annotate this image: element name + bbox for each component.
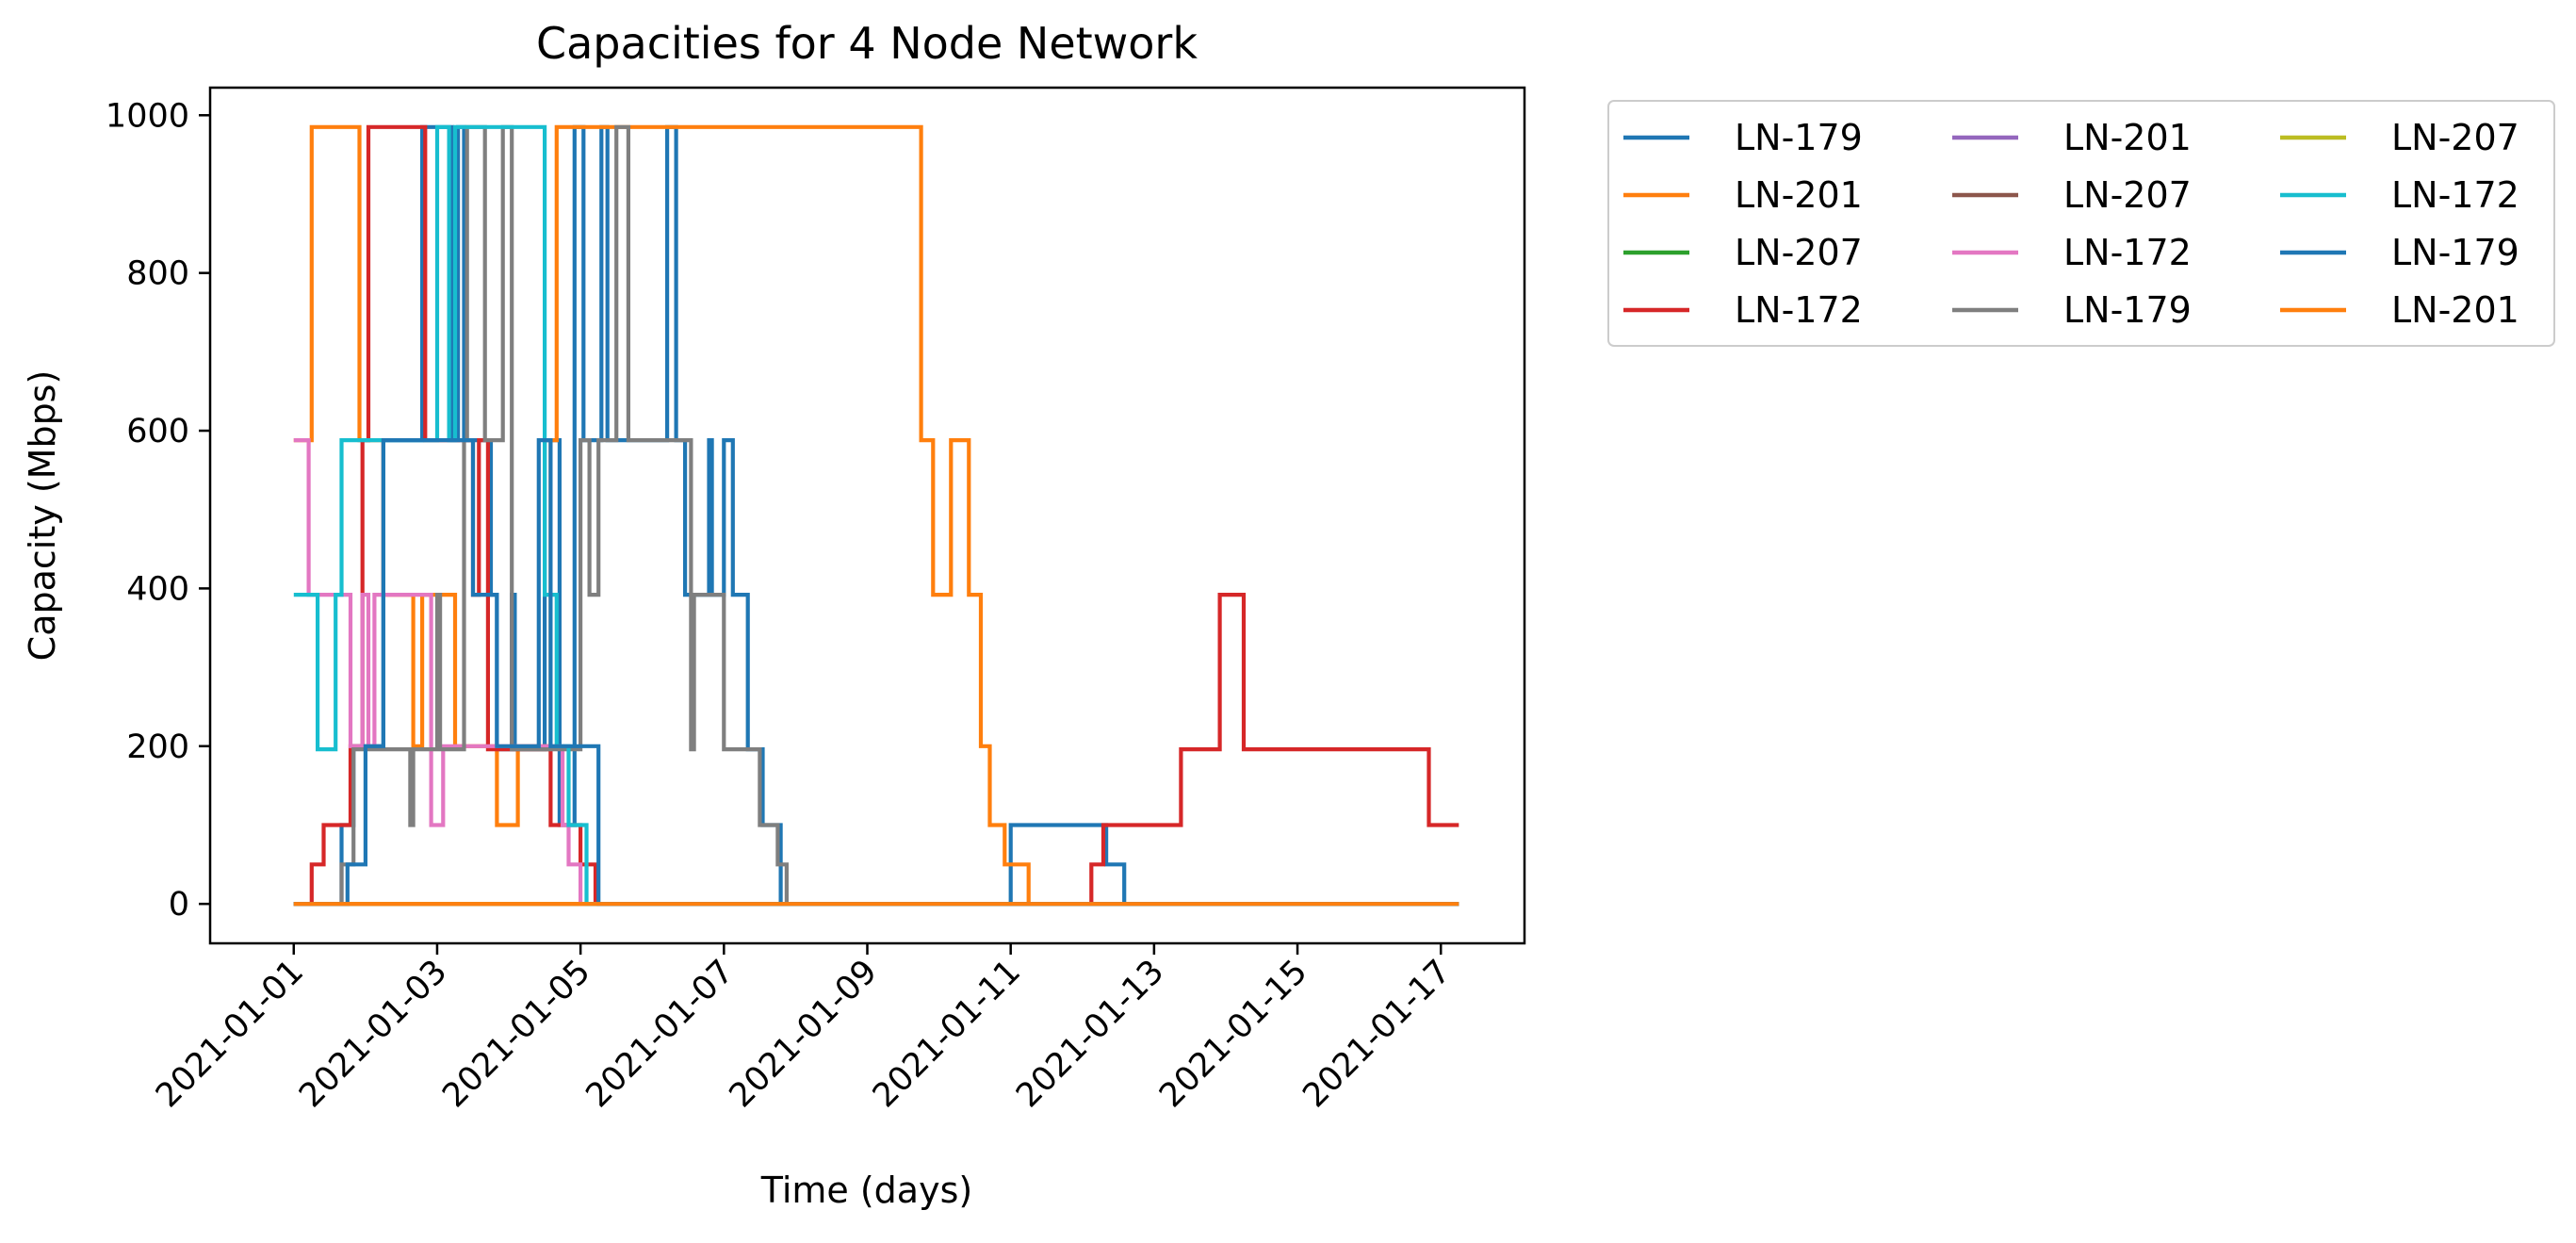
legend-label-9: LN-172 xyxy=(2391,174,2519,216)
series-line-10 xyxy=(293,438,1459,907)
y-tick-label-5: 1000 xyxy=(106,97,189,135)
y-tick-label-0: 0 xyxy=(169,886,189,924)
legend-label-4: LN-201 xyxy=(2063,117,2192,158)
legend-label-10: LN-179 xyxy=(2391,232,2519,273)
y-tick-label-2: 400 xyxy=(126,570,189,608)
legend-label-6: LN-172 xyxy=(2063,232,2192,273)
legend-label-7: LN-179 xyxy=(2063,289,2192,331)
x-axis-title: Time (days) xyxy=(760,1169,972,1211)
y-axis: 0 200 400 600 800 1000 xyxy=(106,97,210,924)
chart-title: Capacities for 4 Node Network xyxy=(536,18,1198,69)
legend-label-3: LN-172 xyxy=(1735,289,1863,331)
legend-box xyxy=(1607,100,2555,347)
legend-label-2: LN-207 xyxy=(1735,232,1863,273)
y-tick-label-3: 600 xyxy=(126,413,189,450)
legend-label-5: LN-207 xyxy=(2063,174,2192,216)
legend-label-11: LN-201 xyxy=(2391,289,2519,331)
legend-label-0: LN-179 xyxy=(1735,117,1863,158)
plot-frame xyxy=(208,86,1526,945)
legend: LN-179 LN-201 LN-207 LN-172 LN-201 LN-207 LN-1… xyxy=(1607,100,2555,347)
series-line-7 xyxy=(293,124,1459,907)
y-tick-label-4: 800 xyxy=(126,255,189,293)
series-line-6 xyxy=(293,438,1459,907)
y-axis-title: Capacity (Mbps) xyxy=(22,370,63,662)
y-tick-label-1: 200 xyxy=(126,728,189,766)
plot-area xyxy=(293,124,1459,907)
legend-label-1: LN-201 xyxy=(1735,174,1863,216)
legend-label-8: LN-207 xyxy=(2391,117,2519,158)
